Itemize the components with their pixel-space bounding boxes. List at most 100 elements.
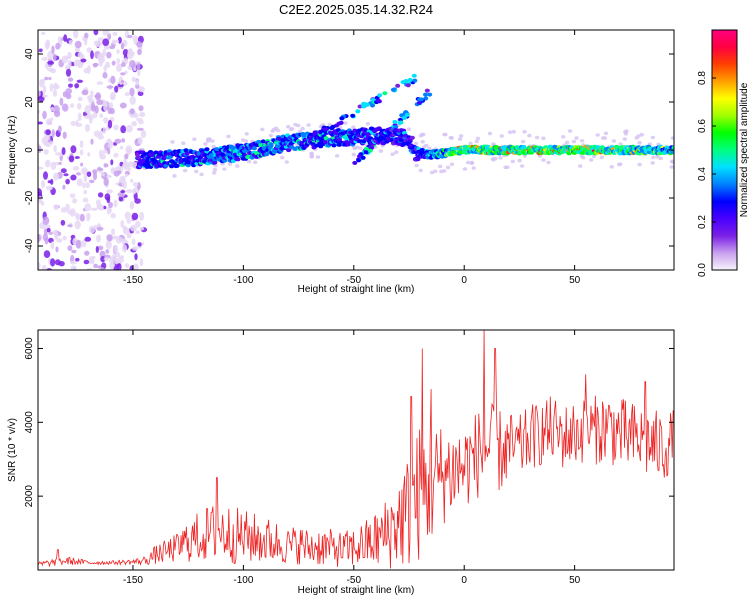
noise-speckle (67, 59, 72, 69)
noise-speckle (129, 96, 136, 105)
noise-speckle (88, 225, 96, 234)
noise-speckle (84, 32, 89, 39)
ridge-point (184, 151, 190, 156)
noise-speckle (79, 140, 84, 149)
x-tick-label: 50 (569, 275, 581, 286)
noise-speckle (38, 48, 43, 53)
noise-speckle (114, 138, 122, 144)
noise-speckle (70, 265, 77, 270)
noise-speckle (90, 50, 94, 60)
noise-speckle (111, 254, 117, 262)
noise-speckle (84, 36, 88, 46)
y-tick-label: 40 (24, 48, 35, 60)
ridge-point (174, 163, 180, 168)
noise-speckle (124, 92, 130, 97)
ridge-point (268, 143, 274, 148)
background-speckle (616, 162, 622, 167)
colorbar-label: Normalized spectral amplitude (739, 82, 750, 217)
noise-speckle (44, 224, 51, 229)
noise-speckle (135, 79, 139, 86)
noise-speckle (123, 227, 130, 235)
spectrogram-y-ticks: -40 -20 0 20 40 (24, 48, 674, 253)
noise-speckle (141, 242, 145, 246)
background-speckle (183, 168, 188, 173)
branch-point (370, 97, 376, 102)
background-speckle (546, 160, 551, 165)
ridge-point (222, 158, 228, 163)
background-speckle (222, 167, 227, 171)
noise-speckle (103, 163, 109, 168)
noise-speckle (38, 145, 42, 153)
background-speckle (670, 159, 674, 164)
ridge-point (204, 147, 210, 152)
noise-speckle (76, 178, 83, 187)
noise-speckle (103, 257, 109, 261)
noise-speckle (105, 61, 111, 69)
background-speckle (274, 126, 279, 131)
branch-point (427, 92, 433, 97)
branch-point (338, 120, 344, 125)
background-speckle (505, 165, 510, 169)
ridge-point (671, 145, 674, 150)
branch-point (363, 150, 369, 155)
noise-speckle (45, 185, 53, 191)
background-speckle (420, 139, 425, 144)
branch-point (339, 116, 345, 121)
branch-point (382, 91, 388, 96)
noise-speckle (43, 171, 48, 180)
background-speckle (309, 151, 314, 156)
noise-speckle (139, 258, 144, 267)
noise-speckle (39, 79, 46, 82)
noise-speckle (54, 110, 61, 118)
ridge-point (521, 144, 527, 149)
noise-speckle (111, 60, 116, 66)
noise-speckle (70, 174, 77, 181)
noise-speckle (44, 237, 49, 245)
noise-speckle (69, 193, 76, 198)
noise-speckle (136, 127, 144, 131)
noise-speckle (68, 83, 73, 88)
noise-speckle (120, 238, 127, 242)
branch-point (364, 146, 369, 151)
colorbar-tick-label: 0.2 (697, 215, 708, 229)
noise-speckle (68, 39, 73, 46)
background-speckle (499, 134, 504, 138)
background-speckle (243, 139, 249, 143)
noise-speckle (113, 265, 119, 270)
background-speckle (459, 134, 464, 138)
ridge-point (331, 143, 337, 148)
noise-speckle (52, 89, 58, 97)
noise-speckle (112, 31, 118, 36)
noise-speckle (48, 76, 52, 81)
noise-speckle (74, 83, 80, 89)
noise-speckle (84, 203, 92, 212)
colorbar-tick-label: 0.8 (697, 71, 708, 85)
noise-speckle (85, 124, 90, 132)
colorbar-ticks: 0.0 0.2 0.4 0.6 0.8 (697, 71, 716, 277)
noise-speckle (99, 250, 106, 258)
background-speckle (474, 139, 479, 144)
noise-speckle (63, 34, 68, 42)
noise-speckle (75, 257, 80, 262)
background-speckle (599, 155, 604, 160)
noise-speckle (81, 167, 88, 175)
noise-speckle (79, 149, 84, 156)
background-speckle (448, 136, 453, 140)
background-speckle (199, 172, 204, 177)
ridge-point (312, 130, 318, 135)
y-tick-label: 6000 (24, 337, 35, 360)
noise-speckle (130, 178, 134, 183)
background-speckle (670, 136, 674, 140)
y-tick-label: 0 (24, 147, 35, 153)
branch-point (424, 88, 430, 93)
noise-speckle (90, 207, 98, 211)
background-speckle (534, 135, 540, 140)
ridge-point (318, 144, 324, 149)
noise-speckle (74, 40, 82, 49)
noise-speckle (67, 245, 73, 252)
noise-speckle (61, 55, 68, 64)
noise-speckle (67, 210, 74, 215)
noise-speckle (127, 34, 133, 39)
ridge-point (409, 135, 415, 140)
